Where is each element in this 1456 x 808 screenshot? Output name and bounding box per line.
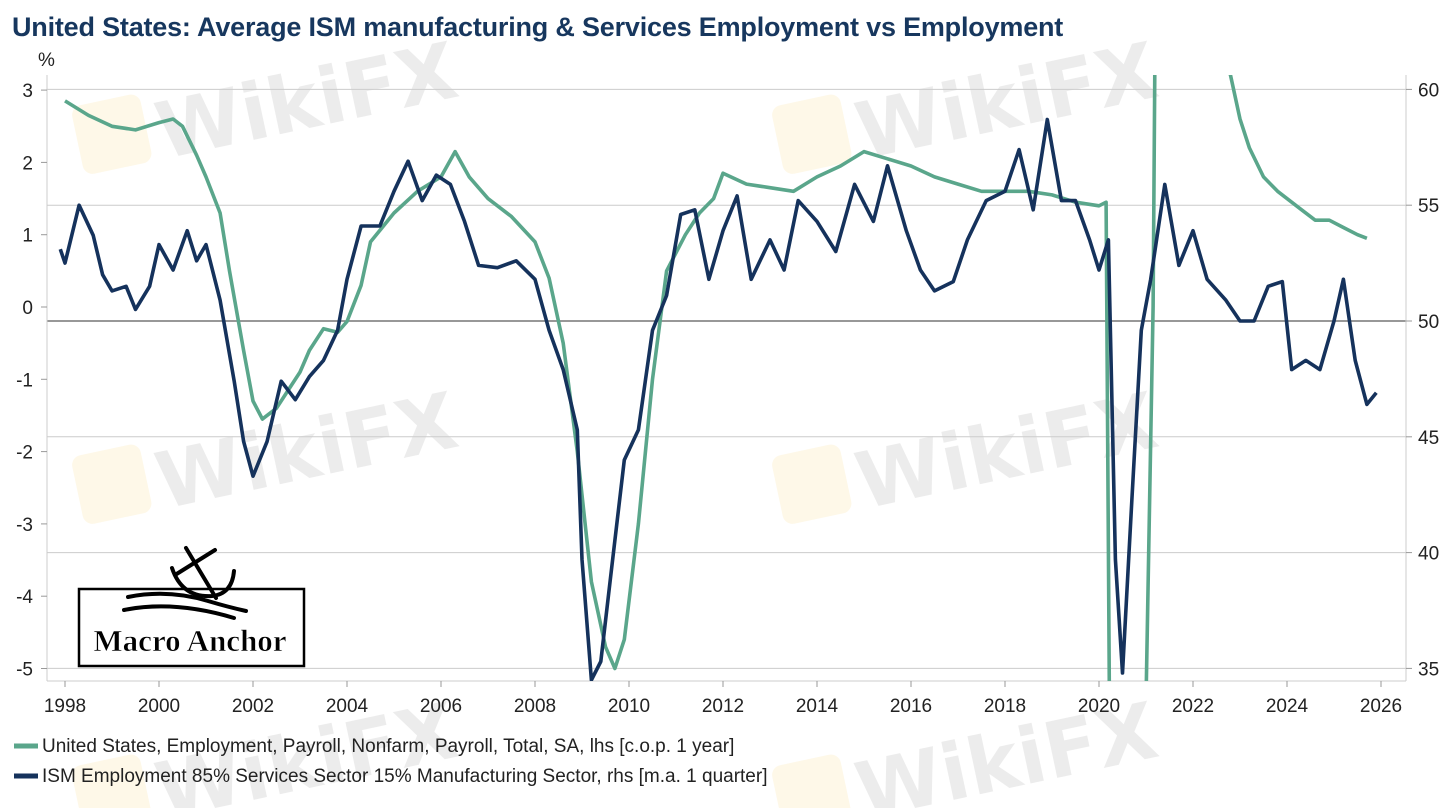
- watermark-logo-icon: [72, 94, 152, 174]
- watermark-text: WikiFX: [848, 26, 1165, 177]
- watermark-text: WikiFX: [848, 376, 1165, 527]
- left-tick-label: -1: [16, 370, 33, 391]
- x-tick-label: 2022: [1172, 696, 1214, 717]
- x-tick-label: 2020: [1078, 696, 1120, 717]
- x-tick-label: 2012: [702, 696, 744, 717]
- legend-label-ism: ISM Employment 85% Services Sector 15% M…: [42, 766, 767, 787]
- gridlines: [47, 88, 1406, 669]
- series-lines: [58, 75, 1378, 681]
- left-tick-label: -4: [16, 587, 33, 608]
- right-tick-label: 55: [1418, 196, 1439, 217]
- right-tick-label: 40: [1418, 544, 1439, 565]
- x-tick-label: 2024: [1266, 696, 1309, 717]
- logo-text: Macro Anchor: [93, 623, 286, 658]
- macro-anchor-logo: Macro Anchor: [77, 546, 306, 668]
- x-tick-label: 2010: [608, 696, 650, 717]
- x-tick-label: 2002: [232, 696, 274, 717]
- x-tick-label: 2016: [890, 696, 932, 717]
- x-tick-label: 2018: [984, 696, 1026, 717]
- left-tick-label: 0: [22, 298, 33, 319]
- right-tick-label: 60: [1418, 80, 1439, 101]
- x-tick-label: 2014: [796, 696, 839, 717]
- x-tick-label: 2006: [420, 696, 462, 717]
- watermark-text: WikiFX: [148, 376, 465, 527]
- right-tick-label: 45: [1418, 428, 1439, 449]
- x-tick-label: 1998: [44, 696, 86, 717]
- legend: United States, Employment, Payroll, Nonf…: [14, 736, 767, 787]
- left-tick-label: 3: [22, 81, 33, 102]
- right-tick-label: 50: [1418, 312, 1439, 333]
- chart-title: United States: Average ISM manufacturing…: [12, 12, 1064, 42]
- axes: %3 2 1 0 -1 -2 -3 -4 -5 60 55 50 45 40 35 1998 2000 2002 2…: [16, 50, 1439, 717]
- payroll-line: [64, 75, 1368, 681]
- x-tick-label: 2004: [326, 696, 369, 717]
- right-tick-label: 35: [1418, 659, 1439, 680]
- watermark-logo-icon: [772, 754, 852, 808]
- ism-employment-line: [58, 117, 1378, 681]
- left-axis-unit: %: [38, 50, 55, 71]
- watermark-logo-icon: [72, 444, 152, 524]
- x-tick-label: 2026: [1360, 696, 1402, 717]
- left-tick-label: 1: [22, 226, 33, 247]
- legend-label-payroll: United States, Employment, Payroll, Nonf…: [42, 736, 734, 757]
- left-tick-label: 2: [22, 153, 33, 174]
- left-tick-label: -2: [16, 443, 33, 464]
- x-tick-label: 2000: [138, 696, 180, 717]
- left-tick-label: -5: [16, 660, 33, 681]
- x-tick-label: 2008: [514, 696, 556, 717]
- watermark-logo-icon: [772, 94, 852, 174]
- watermark-logo-icon: [72, 754, 152, 808]
- watermark-logo-icon: [772, 444, 852, 524]
- left-tick-label: -3: [16, 515, 33, 536]
